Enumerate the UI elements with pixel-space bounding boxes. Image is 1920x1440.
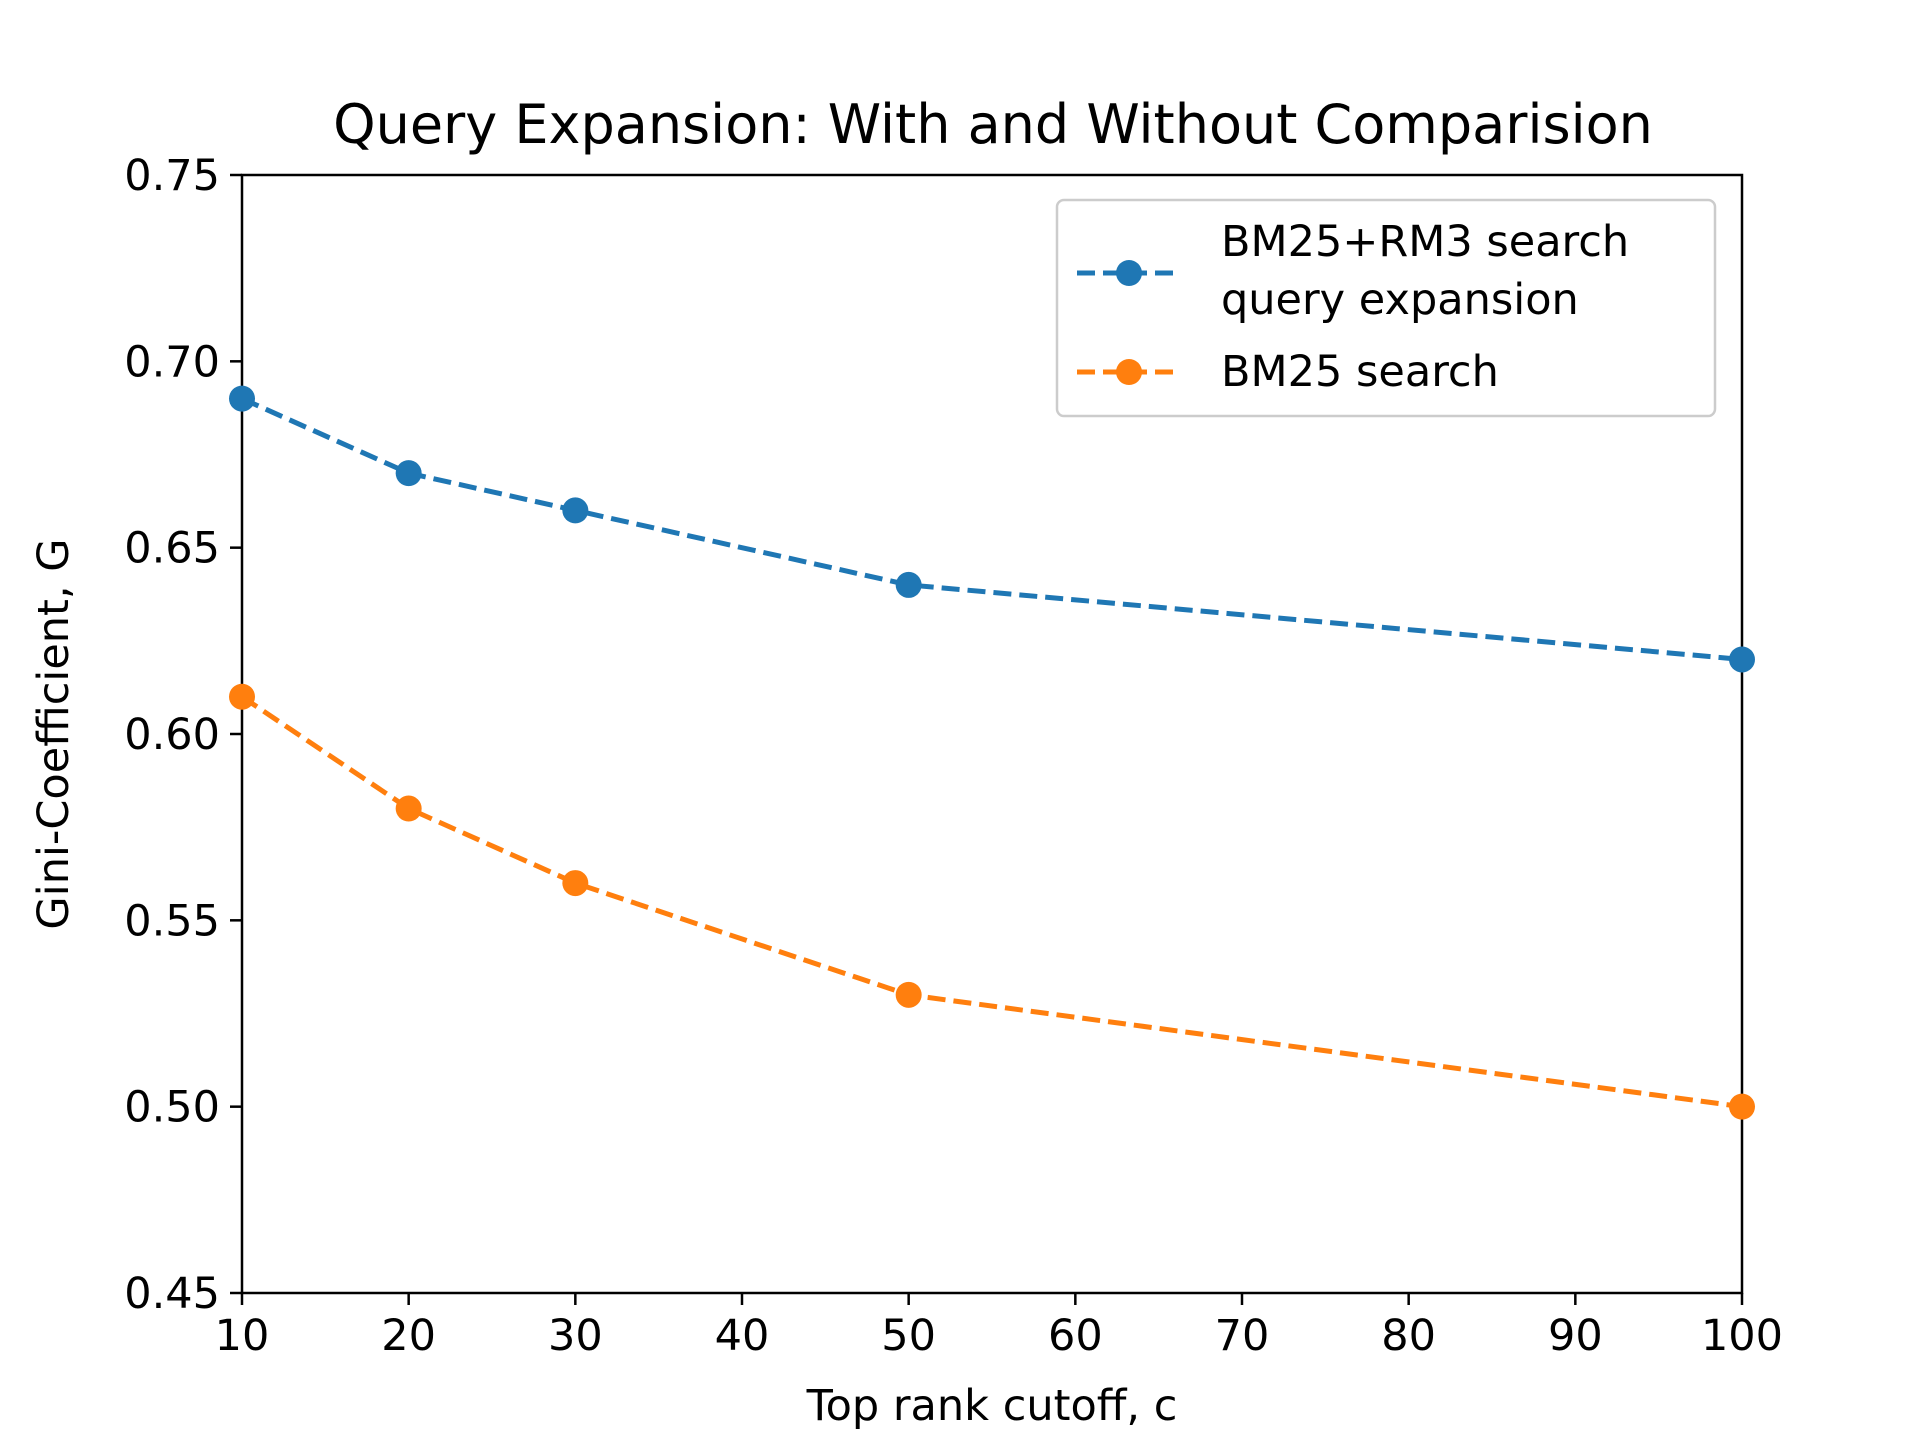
data-point [395, 460, 422, 487]
data-point [229, 385, 255, 412]
series-0 [229, 385, 1755, 673]
x-tick-label: 80 [1381, 1311, 1436, 1361]
y-axis-label: Gini-Coefficient, G [29, 538, 79, 929]
x-tick-label: 100 [1701, 1311, 1783, 1361]
legend-box [1055, 198, 1717, 418]
y-tick-label: 0.45 [124, 1269, 220, 1319]
x-tick-label: 40 [715, 1311, 770, 1361]
y-tick-label: 0.60 [124, 710, 220, 760]
legend-entry: BM25 search [1077, 347, 1499, 397]
data-point [1729, 646, 1755, 673]
data-point [895, 981, 922, 1008]
data-point [395, 795, 422, 822]
x-axis: 10 20 30 40 50 60 70 80 90 100 [215, 1293, 1783, 1361]
series-1 [229, 683, 1755, 1120]
x-tick-label: 20 [381, 1311, 436, 1361]
data-point [229, 683, 255, 710]
data-point [562, 497, 589, 524]
y-tick-label: 0.70 [124, 337, 220, 387]
y-tick-label: 0.50 [124, 1083, 220, 1133]
x-tick-label: 10 [215, 1311, 270, 1361]
series-layer [229, 385, 1755, 1120]
data-point [895, 571, 922, 598]
chart-title: Query Expansion: With and Without Compar… [333, 93, 1653, 156]
x-tick-label: 90 [1548, 1311, 1603, 1361]
legend-label: BM25+RM3 search query expansion [1221, 217, 1629, 325]
data-point [562, 870, 589, 897]
y-tick-label: 0.75 [124, 151, 220, 201]
y-tick-label: 0.65 [124, 524, 220, 574]
x-tick-label: 60 [1048, 1311, 1103, 1361]
data-point [1729, 1093, 1755, 1120]
x-tick-label: 50 [881, 1311, 936, 1361]
legend: BM25+RM3 search query expansion BM25 searc… [1055, 198, 1717, 418]
x-tick-label: 70 [1215, 1311, 1270, 1361]
legend-label: BM25 search [1221, 347, 1499, 397]
legend-swatch-marker [1116, 359, 1142, 385]
x-axis-label: Top rank cutoff, c [806, 1381, 1178, 1431]
y-tick-label: 0.55 [124, 896, 220, 946]
legend-swatch-marker [1116, 260, 1142, 286]
x-tick-label: 30 [548, 1311, 603, 1361]
legend-entry: BM25+RM3 search query expansion [1077, 217, 1629, 325]
y-axis: 0.45 0.50 0.55 0.60 0.65 0.70 0.75 [124, 151, 242, 1319]
series-line [240, 694, 1743, 1110]
